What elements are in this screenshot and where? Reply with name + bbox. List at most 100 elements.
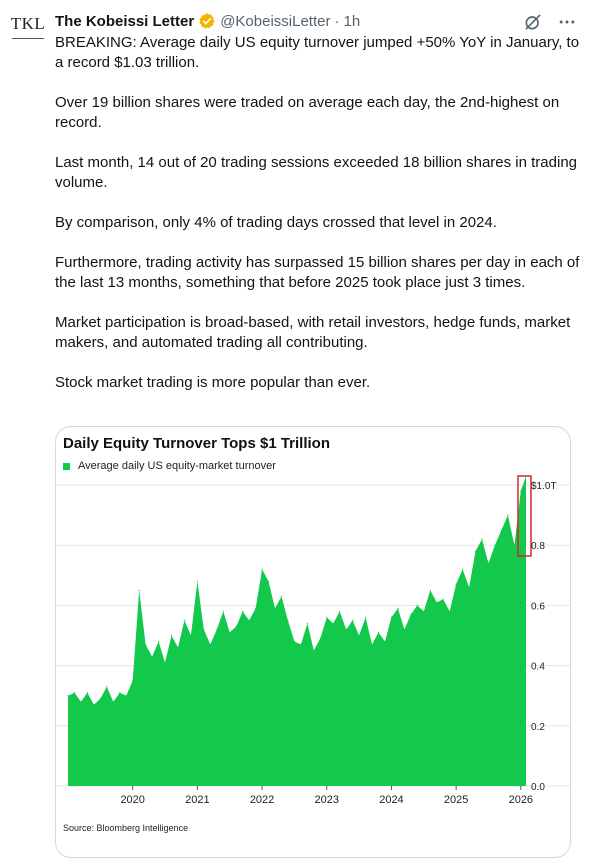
x-tick-label: 2024 — [379, 794, 403, 806]
data-point — [106, 686, 108, 688]
data-point — [429, 589, 431, 591]
author-handle[interactable]: @KobeissiLetter — [220, 12, 331, 30]
avatar[interactable]: TKL — [8, 14, 48, 54]
data-point — [196, 580, 198, 582]
data-point — [73, 692, 76, 694]
data-point — [371, 643, 373, 646]
data-point — [216, 628, 218, 631]
data-point — [442, 598, 444, 600]
y-tick-label: 0.8 — [531, 541, 545, 552]
data-point — [242, 610, 244, 612]
data-point — [462, 568, 464, 570]
more-icon[interactable] — [557, 12, 577, 37]
data-point — [119, 692, 121, 694]
legend-swatch — [63, 462, 70, 470]
data-point — [513, 544, 515, 546]
data-point — [255, 607, 257, 609]
data-point — [500, 529, 502, 531]
data-point — [474, 550, 477, 552]
timestamp[interactable]: 1h — [343, 12, 361, 30]
tweet-paragraph: Stock market trading is more popular tha… — [55, 374, 371, 391]
data-point — [306, 622, 308, 625]
area-series — [68, 476, 526, 786]
data-point — [80, 701, 82, 703]
grok-icon[interactable] — [523, 12, 543, 37]
data-point — [520, 490, 522, 492]
legend-label: Average daily US equity-market turnover — [78, 460, 276, 472]
data-point — [410, 613, 412, 615]
highlight-box — [517, 475, 532, 557]
chart-legend: Average daily US equity-market turnover — [63, 460, 276, 472]
y-tick-label: $1.0T — [531, 481, 557, 492]
data-point — [455, 583, 457, 585]
data-point — [390, 616, 392, 618]
chart-card[interactable]: 0.0 0.2 0.4 0.6 0.8 $1.0T 2020 2021 2022 2023 2024… — [55, 426, 571, 858]
data-point — [293, 640, 295, 643]
separator-dot: · — [334, 12, 340, 30]
data-point — [125, 695, 127, 697]
data-point — [280, 595, 283, 597]
data-point — [248, 619, 250, 621]
x-tick-label: 2025 — [444, 794, 468, 806]
data-point — [481, 538, 483, 540]
data-point — [358, 634, 360, 637]
data-point — [132, 680, 134, 682]
y-tick-label: 0.4 — [531, 662, 545, 673]
tweet-header: The Kobeissi Letter @KobeissiLetter · 1h — [55, 11, 360, 31]
data-point — [99, 698, 101, 700]
data-point — [345, 628, 347, 631]
avatar-underline — [12, 38, 44, 39]
data-point — [93, 704, 95, 706]
data-point — [416, 604, 418, 606]
data-point — [183, 619, 185, 621]
data-point — [203, 628, 205, 631]
data-point — [313, 649, 315, 652]
data-point — [170, 634, 173, 637]
data-point — [235, 625, 237, 628]
data-point — [229, 631, 231, 634]
tweet-paragraph: BREAKING: Average daily US equity turnov… — [55, 34, 580, 71]
x-tick-label: 2026 — [509, 794, 533, 806]
data-point — [222, 610, 224, 612]
avatar-text: TKL — [10, 14, 46, 33]
data-point — [274, 607, 276, 609]
x-tick-label: 2020 — [120, 794, 144, 806]
data-point — [151, 656, 153, 658]
data-point — [287, 619, 289, 621]
data-point — [377, 631, 380, 634]
tweet-text: BREAKING: Average daily US equity turnov… — [55, 33, 580, 413]
verified-badge-icon[interactable] — [198, 12, 216, 30]
data-point — [112, 701, 114, 703]
y-tick-label: 0.2 — [531, 722, 545, 733]
x-tick-label: 2022 — [250, 794, 274, 806]
x-tick-label: 2021 — [185, 794, 209, 806]
x-tick-label: 2023 — [315, 794, 339, 806]
data-point — [449, 610, 451, 612]
data-point — [177, 646, 179, 649]
data-point — [397, 607, 399, 609]
data-point — [326, 616, 328, 618]
data-point — [436, 601, 438, 603]
tweet-actions-top — [523, 12, 577, 37]
data-point — [300, 643, 302, 646]
chart-svg: 0.0 0.2 0.4 0.6 0.8 $1.0T 2020 2021 2022 2023 2024… — [56, 475, 570, 806]
data-point — [67, 695, 69, 697]
data-point — [507, 514, 509, 516]
data-point — [365, 616, 367, 618]
chart-title: Daily Equity Turnover Tops $1 Trillion — [63, 435, 330, 452]
tweet-paragraph: Market participation is broad-based, wit… — [55, 314, 571, 351]
data-point — [261, 568, 263, 570]
data-point — [319, 637, 321, 640]
data-point — [86, 692, 88, 694]
data-point — [423, 610, 425, 612]
data-point — [384, 640, 386, 643]
data-point — [403, 628, 405, 631]
author-name[interactable]: The Kobeissi Letter — [55, 12, 195, 30]
data-point — [164, 662, 166, 664]
tweet-paragraph: By comparison, only 4% of trading days c… — [55, 214, 497, 231]
data-point — [339, 610, 341, 612]
tweet-paragraph: Last month, 14 out of 20 trading session… — [55, 154, 577, 191]
tweet-paragraph: Over 19 billion shares were traded on av… — [55, 94, 560, 131]
data-point — [352, 619, 354, 621]
data-point — [138, 589, 140, 591]
